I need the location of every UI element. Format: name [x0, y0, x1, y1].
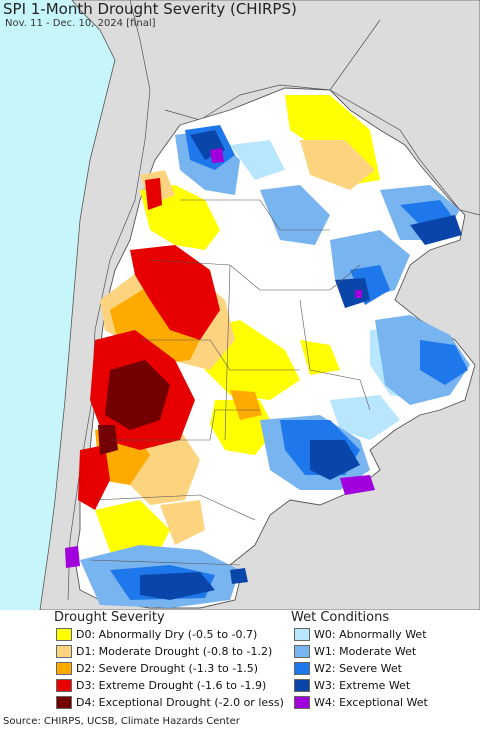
- legend-item-w2: W2: Severe Wet: [294, 661, 402, 676]
- legend-label-w2: W2: Severe Wet: [314, 662, 402, 675]
- legend-label-d2: D2: Severe Drought (-1.3 to -1.5): [76, 662, 259, 675]
- legend-item-d4: D4: Exceptional Drought (-2.0 or less): [56, 695, 284, 710]
- north-borders: [164, 19, 480, 216]
- drought-legend-heading: Drought Severity: [54, 610, 165, 625]
- wet-legend-heading: Wet Conditions: [291, 610, 390, 625]
- legend-label-d1: D1: Moderate Drought (-0.8 to -1.2): [76, 645, 273, 658]
- swatch-d1: [56, 645, 72, 658]
- drought-map: SPI 1-Month Drought Severity (CHIRPS) No…: [0, 0, 480, 610]
- map-canvas: [0, 0, 480, 610]
- legend-label-w0: W0: Abnormally Wet: [314, 628, 427, 641]
- legend-item-w3: W3: Extreme Wet: [294, 678, 410, 693]
- swatch-d2: [56, 662, 72, 675]
- legend-item-w1: W1: Moderate Wet: [294, 644, 416, 659]
- source-credit: Source: CHIRPS, UCSB, Climate Hazards Ce…: [3, 716, 240, 727]
- swatch-d0: [56, 628, 72, 641]
- legend: Drought Severity Wet Conditions D0: Abno…: [0, 610, 480, 710]
- swatch-d4: [56, 696, 72, 709]
- legend-label-w1: W1: Moderate Wet: [314, 645, 417, 658]
- swatch-w3: [294, 679, 310, 692]
- map-title: SPI 1-Month Drought Severity (CHIRPS): [3, 0, 297, 18]
- legend-item-d2: D2: Severe Drought (-1.3 to -1.5): [56, 661, 258, 676]
- legend-label-d3: D3: Extreme Drought (-1.6 to -1.9): [76, 679, 267, 692]
- legend-item-d3: D3: Extreme Drought (-1.6 to -1.9): [56, 678, 266, 693]
- legend-label-d4: D4: Exceptional Drought (-2.0 or less): [76, 696, 284, 709]
- legend-item-w4: W4: Exceptional Wet: [294, 695, 428, 710]
- footer: Source: CHIRPS, UCSB, Climate Hazards Ce…: [0, 710, 480, 730]
- legend-item-w0: W0: Abnormally Wet: [294, 627, 427, 642]
- swatch-w2: [294, 662, 310, 675]
- swatch-d3: [56, 679, 72, 692]
- legend-label-d0: D0: Abnormally Dry (-0.5 to -0.7): [76, 628, 258, 641]
- legend-label-w4: W4: Exceptional Wet: [314, 696, 428, 709]
- province-borders: [89, 199, 371, 566]
- legend-label-w3: W3: Extreme Wet: [314, 679, 411, 692]
- swatch-w4: [294, 696, 310, 709]
- map-subtitle: Nov. 11 - Dec. 10, 2024 [final]: [5, 18, 156, 29]
- legend-item-d1: D1: Moderate Drought (-0.8 to -1.2): [56, 644, 272, 659]
- chile-border: [67, 0, 151, 601]
- swatch-w0: [294, 628, 310, 641]
- legend-item-d0: D0: Abnormally Dry (-0.5 to -0.7): [56, 627, 257, 642]
- swatch-w1: [294, 645, 310, 658]
